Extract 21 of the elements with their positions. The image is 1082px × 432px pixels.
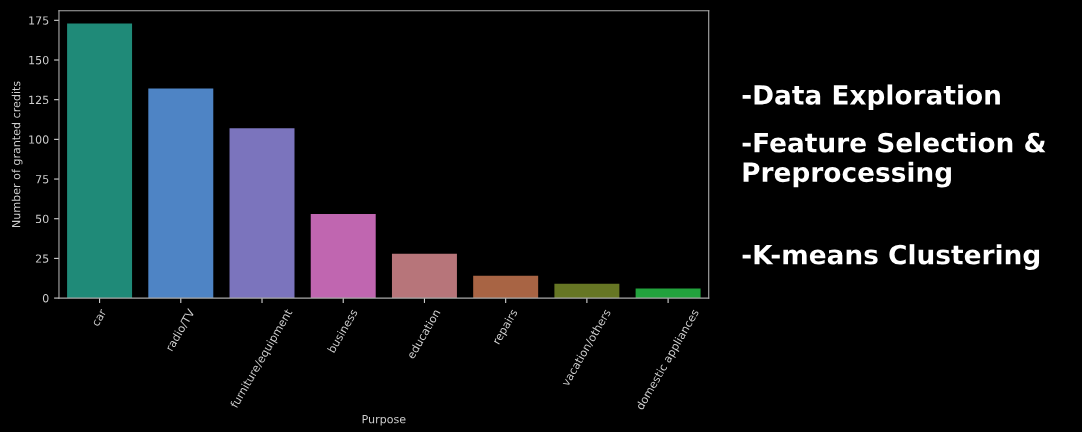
bar xyxy=(391,253,457,299)
y-tick-label: 100 xyxy=(29,135,49,144)
x-tick-label: car xyxy=(92,308,107,327)
y-axis-title: Number of granted credits xyxy=(11,81,23,227)
bar xyxy=(473,275,539,299)
bar xyxy=(554,283,620,299)
y-tick-label: 175 xyxy=(29,16,49,25)
text: -K-means Clustering xyxy=(742,244,1040,270)
x-axis-title: Purpose xyxy=(362,415,406,426)
bar xyxy=(310,213,376,299)
text: -Data Exploration xyxy=(742,84,1000,110)
y-tick-label: 150 xyxy=(29,55,49,65)
y-tick-label: 125 xyxy=(29,95,49,105)
y-tick-label: 25 xyxy=(35,254,49,263)
y-tick-label: 0 xyxy=(42,294,49,303)
bar xyxy=(229,128,295,299)
text: -Feature Selection & Preprocessing xyxy=(742,132,1046,188)
y-tick-label: 75 xyxy=(36,175,49,184)
bar xyxy=(148,88,214,299)
bar xyxy=(67,23,133,299)
y-tick-label: 50 xyxy=(35,214,49,224)
